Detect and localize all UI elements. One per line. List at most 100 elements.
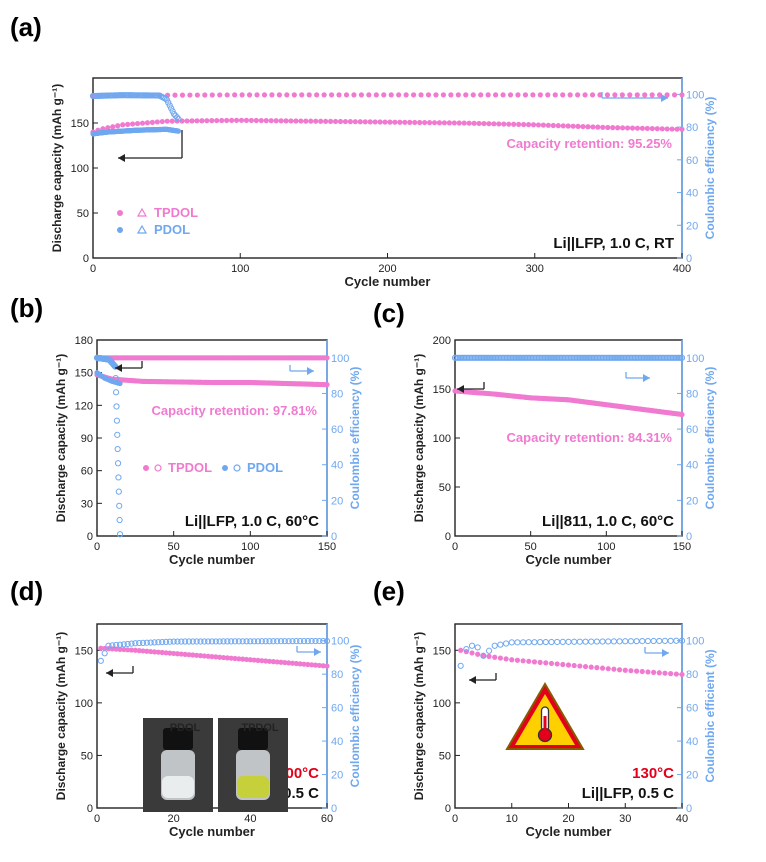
data-point [246, 92, 253, 98]
vial-cap [238, 728, 268, 750]
data-point [474, 644, 481, 651]
data-point [321, 92, 327, 98]
series-pdol-capacity [90, 126, 182, 137]
data-point [457, 662, 464, 669]
data-point [615, 125, 621, 131]
data-point [336, 92, 342, 98]
data-point [627, 92, 633, 98]
photo-label: PDOL [170, 722, 201, 734]
data-point [288, 118, 294, 124]
data-point [273, 118, 279, 124]
data-point [639, 638, 646, 645]
data-point [560, 92, 566, 98]
data-point [526, 658, 532, 664]
data-point [372, 119, 378, 125]
data-point [466, 120, 472, 126]
data-point [674, 126, 680, 132]
data-point [134, 120, 141, 127]
data-point [217, 92, 223, 98]
data-point [274, 659, 280, 665]
data-point [116, 641, 124, 648]
data-point [542, 638, 549, 646]
data-point [425, 92, 432, 98]
panel-a: (a)0 100 200 300 400050100150020406080100Cyc… [10, 12, 717, 289]
data-point [173, 114, 181, 121]
data-point [535, 122, 542, 128]
legend-open-marker [233, 464, 241, 472]
data-point [189, 638, 196, 645]
data-point [197, 653, 204, 659]
series-tpdol-capacity [458, 647, 685, 678]
data-point [147, 639, 154, 646]
data-point [560, 661, 566, 668]
data-point [492, 654, 498, 660]
y-axis-label: Discharge capacity (mAh g⁻¹) [412, 632, 426, 800]
y-tick-label: 0 [87, 531, 93, 543]
data-point [530, 122, 537, 128]
data-point [575, 92, 581, 98]
series-tpdol-capacity [452, 388, 685, 418]
data-point [470, 92, 476, 98]
y-tick-label: 150 [75, 368, 93, 380]
data-point [582, 663, 589, 670]
data-point [486, 653, 492, 659]
series-pdol-capacity [94, 370, 123, 387]
data-point [121, 646, 127, 653]
data-point [301, 661, 307, 667]
data-point [261, 92, 268, 98]
data-point [209, 92, 215, 98]
x-axis-label: Cycle number [526, 552, 612, 567]
data-point [269, 92, 275, 98]
data-point [514, 639, 521, 646]
data-point [480, 652, 487, 659]
y2-tick-label: 80 [686, 669, 698, 681]
data-point [387, 119, 393, 125]
data-point [545, 122, 551, 128]
y2-tick-label: 40 [331, 460, 343, 472]
y2-tick-label: 40 [686, 736, 698, 748]
x-axis-label: Cycle number [526, 824, 612, 839]
x-tick-label: 50 [168, 541, 180, 553]
data-point [590, 124, 596, 130]
data-point [565, 662, 572, 668]
legend-open-marker [136, 224, 148, 234]
condition-text: Li||LFP, 1.0 C, 60°C [185, 513, 319, 530]
data-point [644, 125, 650, 132]
data-point [243, 117, 250, 123]
data-point [332, 118, 339, 125]
data-point [318, 118, 324, 124]
data-point [633, 638, 640, 645]
data-point [397, 119, 403, 125]
data-point [480, 652, 486, 659]
data-point [352, 119, 358, 125]
y-tick-label: 100 [433, 433, 451, 445]
data-point [486, 121, 492, 127]
y2-tick-label: 20 [686, 495, 698, 507]
data-point [233, 117, 240, 123]
data-point [193, 638, 200, 645]
data-point [616, 638, 623, 645]
data-point [304, 638, 311, 645]
data-point [501, 121, 507, 127]
data-point [328, 92, 335, 98]
data-point [627, 638, 635, 645]
data-point [282, 659, 288, 666]
data-point [471, 120, 477, 126]
data-point [205, 653, 211, 659]
legend-label: TPDOL [168, 460, 212, 475]
data-point [224, 655, 230, 661]
data-point [151, 639, 158, 646]
data-point [171, 650, 177, 657]
y-tick-label: 100 [75, 698, 93, 710]
data-point [599, 638, 606, 645]
data-point [220, 638, 227, 645]
data-point [520, 639, 527, 646]
data-point [543, 660, 549, 666]
data-point [565, 638, 572, 645]
data-point [285, 638, 292, 645]
x-tick-label: 0 [94, 813, 100, 825]
y-tick-label: 0 [87, 803, 93, 815]
data-point [634, 92, 640, 98]
data-point [187, 92, 193, 98]
data-point [113, 389, 120, 396]
